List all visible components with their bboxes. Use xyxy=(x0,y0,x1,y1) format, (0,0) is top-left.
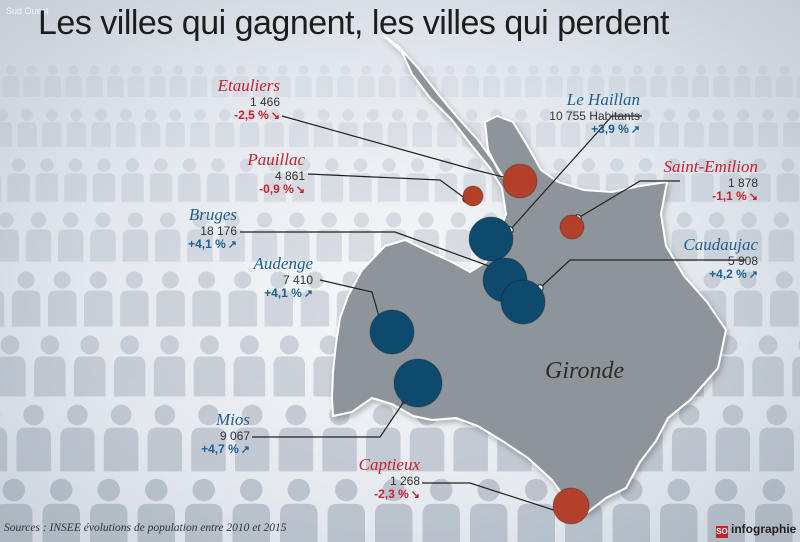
city-name: Etauliers xyxy=(217,76,280,95)
city-population: 18 176 xyxy=(200,223,237,238)
city-label-le-haillan: Le Haillan 10 755 Habitants +3,9 % ↗ xyxy=(549,90,640,137)
arrow-down-right-icon: ↘ xyxy=(410,489,420,502)
city-name: Caudaujac xyxy=(683,235,758,254)
leader-line-captieux xyxy=(422,482,567,515)
watermark-text: Sud Ouest xyxy=(6,6,49,16)
arrow-down-right-icon: ↘ xyxy=(748,191,758,204)
city-change: -2,3 % ↘ xyxy=(359,487,420,502)
city-marker-audenge xyxy=(369,309,415,355)
city-label-mios: Mios 9 067 +4,7 % ↗ xyxy=(201,410,250,457)
city-change: -1,1 % ↘ xyxy=(664,189,758,204)
city-marker-captieux xyxy=(552,487,590,525)
change-value: +4,1 % xyxy=(264,286,302,301)
city-label-saint-emilion: Saint-Emilion 1 878 -1,1 % ↘ xyxy=(664,157,758,204)
city-label-etauliers: Etauliers 1 466 -2,5 % ↘ xyxy=(218,76,280,123)
brand-logo-icon: SO xyxy=(716,526,728,538)
change-value: -1,1 % xyxy=(712,189,747,204)
city-change: -0,9 % ↘ xyxy=(247,182,305,197)
leader-line-saint-emilion xyxy=(577,180,680,219)
leader-line-le-haillan xyxy=(509,115,642,231)
arrow-down-right-icon: ↘ xyxy=(270,110,280,123)
city-name: Audenge xyxy=(253,254,313,273)
change-value: -2,5 % xyxy=(234,108,269,123)
city-markers xyxy=(369,163,590,525)
city-label-audenge: Audenge 7 410 +4,1 % ↗ xyxy=(254,254,313,301)
change-value: +4,2 % xyxy=(709,267,747,282)
city-name: Saint-Emilion xyxy=(663,157,758,176)
arrow-up-right-icon: ↗ xyxy=(240,444,250,457)
gironde-department-shape xyxy=(330,34,728,514)
city-change: +3,9 % ↗ xyxy=(549,122,640,137)
city-label-bruges: Bruges 18 176 +4,1 % ↗ xyxy=(188,205,237,252)
leader-line-pauillac xyxy=(307,173,467,200)
city-name: Bruges xyxy=(188,205,237,224)
leader-line-mios xyxy=(252,399,406,438)
arrow-up-right-icon: ↗ xyxy=(748,269,758,282)
city-name: Pauillac xyxy=(247,150,305,169)
city-name: Captieux xyxy=(358,455,420,474)
brand-credit: SO infographie xyxy=(716,522,796,538)
city-change: +4,2 % ↗ xyxy=(683,267,758,282)
page-title: Les villes qui gagnent, les villes qui p… xyxy=(38,4,669,42)
change-value: +4,7 % xyxy=(201,442,239,457)
arrow-up-right-icon: ↗ xyxy=(630,124,640,137)
arrow-up-right-icon: ↗ xyxy=(303,288,313,301)
change-value: -2,3 % xyxy=(374,487,409,502)
city-population: 7 410 xyxy=(282,272,313,287)
arrow-up-right-icon: ↗ xyxy=(227,239,237,252)
source-note: Sources : INSEE évolutions de population… xyxy=(4,522,287,534)
city-population: 9 067 xyxy=(219,428,250,443)
city-marker-etauliers xyxy=(502,163,538,199)
city-population: 1 466 xyxy=(249,94,280,109)
city-change: +4,1 % ↗ xyxy=(254,286,313,301)
city-change: +4,7 % ↗ xyxy=(201,442,250,457)
brand-label: infographie xyxy=(731,522,797,536)
city-marker-bruges xyxy=(468,216,514,262)
city-label-captieux: Captieux 1 268 -2,3 % ↘ xyxy=(359,455,420,502)
change-value: +4,1 % xyxy=(188,237,226,252)
change-value: -0,9 % xyxy=(259,182,294,197)
city-population: 10 755 Habitants xyxy=(549,108,640,123)
city-population: 1 878 xyxy=(727,175,758,190)
region-label: Gironde xyxy=(545,358,625,384)
city-name: Mios xyxy=(216,410,250,429)
city-marker-mios xyxy=(393,358,443,408)
city-population: 5 908 xyxy=(727,253,758,268)
change-value: +3,9 % xyxy=(591,122,629,137)
arrow-down-right-icon: ↘ xyxy=(295,184,305,197)
leader-line-caudaujac xyxy=(539,259,745,289)
city-label-pauillac: Pauillac 4 861 -0,9 % ↘ xyxy=(247,150,305,197)
city-change: -2,5 % ↘ xyxy=(218,108,280,123)
city-marker-saint-emilion xyxy=(559,214,585,240)
city-name: Le Haillan xyxy=(566,90,640,109)
city-population: 1 268 xyxy=(389,473,420,488)
city-population: 4 861 xyxy=(274,168,305,183)
city-marker-pauillac xyxy=(462,185,484,207)
city-label-caudaujac: Caudaujac 5 908 +4,2 % ↗ xyxy=(683,235,758,282)
city-change: +4,1 % ↗ xyxy=(188,237,237,252)
leader-line-bruges xyxy=(240,231,501,271)
city-marker-caudaujac xyxy=(500,279,546,325)
